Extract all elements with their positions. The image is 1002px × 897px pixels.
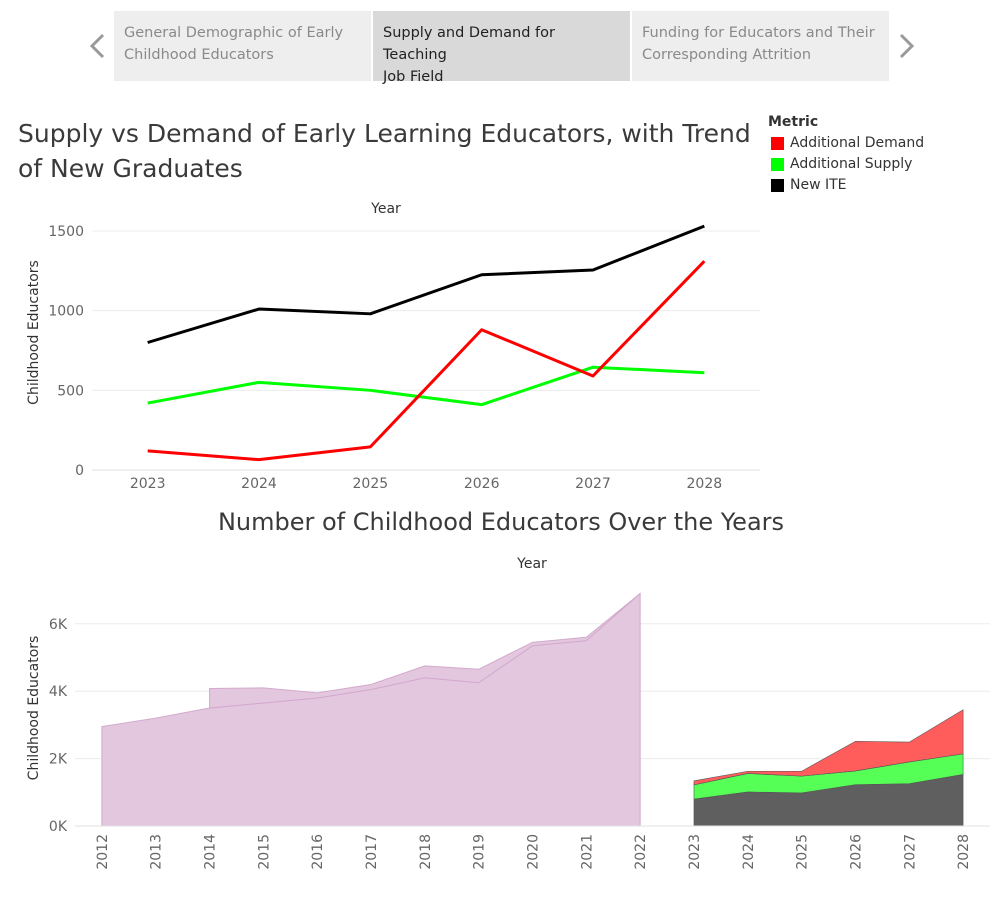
y-tick-label: 0K [49,819,68,835]
chevron-right-icon [899,33,915,59]
x-tick-label: 2027 [902,834,918,870]
x-tick-label: 2018 [418,834,434,870]
y-tick-label: 2K [49,752,68,768]
x-tick-label: 2023 [130,476,166,492]
historical-upper-band [209,593,641,709]
x-tick-label: 2026 [848,834,864,870]
x-tick-label: 2015 [256,834,272,870]
supply-demand-line-chart: Year Childhood Educators 0 500 1000 1500 2023 2… [26,201,760,492]
story-navigation: General Demographic of Early Childhood E… [86,11,926,85]
x-tick-label: 2022 [633,834,649,870]
educators-over-years-area-chart: Year Childhood Educators 0K 2K 4K 6K 2012 2013 2… [26,556,990,870]
x-tick-label: 2027 [575,476,611,492]
prev-story-point-button[interactable] [86,11,110,81]
series-line-new-ite [147,224,705,344]
y-tick-label: 1500 [48,224,84,240]
x-tick-label: 2012 [95,834,111,870]
legend-swatch [771,179,784,192]
x-tick-label: 2025 [353,476,389,492]
legend-title: Metric [768,114,819,130]
y-tick-label: 4K [49,684,68,700]
legend-item-additional-demand[interactable]: Additional Demand [768,133,924,154]
metric-legend: Metric Additional Demand Additional Supp… [768,114,924,196]
x-tick-label: 2021 [579,834,595,870]
x-tick-label: 2014 [203,834,219,870]
legend-label: Additional Supply [790,156,913,172]
historical-area [101,592,641,827]
tab-general-demographic[interactable]: General Demographic of Early Childhood E… [114,11,371,81]
x-tick-label: 2016 [310,834,326,870]
tab-label-line1: Funding for Educators and Their [642,25,875,41]
y-axis-title: Childhood Educators [26,636,42,781]
x-tick-label: 2028 [956,834,972,870]
y-tick-label: 0 [75,463,84,479]
line-chart-title: Supply vs Demand of Early Learning Educa… [18,119,751,183]
x-tick-label: 2028 [687,476,723,492]
tab-label-line2: Childhood Educators [124,47,274,63]
tab-label-line2: Job Field [383,69,444,85]
legend-label: New ITE [790,177,847,193]
x-tick-label: 2019 [472,834,488,870]
y-tick-label: 6K [49,617,68,633]
x-tick-label: 2020 [526,834,542,870]
legend-item-additional-supply[interactable]: Additional Supply [768,154,924,175]
tab-funding-attrition[interactable]: Funding for Educators and Their Correspo… [632,11,889,81]
x-tick-label: 2024 [741,834,757,870]
x-tick-label: 2023 [687,834,703,870]
x-tick-label: 2026 [464,476,500,492]
x-tick-label: 2025 [795,834,811,870]
tab-label-line2: Corresponding Attrition [642,47,812,63]
chevron-left-icon [89,33,105,59]
legend-label: Additional Demand [790,135,925,151]
tab-supply-demand[interactable]: Supply and Demand for Teaching Job Field [373,11,630,85]
y-tick-label: 1000 [48,304,84,320]
legend-swatch [771,137,784,150]
y-tick-label: 500 [57,383,84,399]
next-story-point-button[interactable] [894,11,918,81]
x-tick-label: 2024 [241,476,277,492]
legend-swatch [771,158,784,171]
tab-label-line1: General Demographic of Early [124,25,344,41]
projection-area-additional-demand [693,709,964,786]
series-line-additional-supply [147,365,705,407]
x-axis-title: Year [370,201,401,217]
tab-label-line1: Supply and Demand for Teaching [383,25,555,63]
legend-item-new-ite[interactable]: New ITE [768,175,924,196]
y-axis-title: Childhood Educators [26,260,42,405]
x-axis-title: Year [516,556,547,572]
x-tick-label: 2013 [149,834,165,870]
x-tick-label: 2017 [364,834,380,870]
area-chart-title: Number of Childhood Educators Over the Y… [217,508,785,536]
series-line-additional-demand [147,260,706,462]
